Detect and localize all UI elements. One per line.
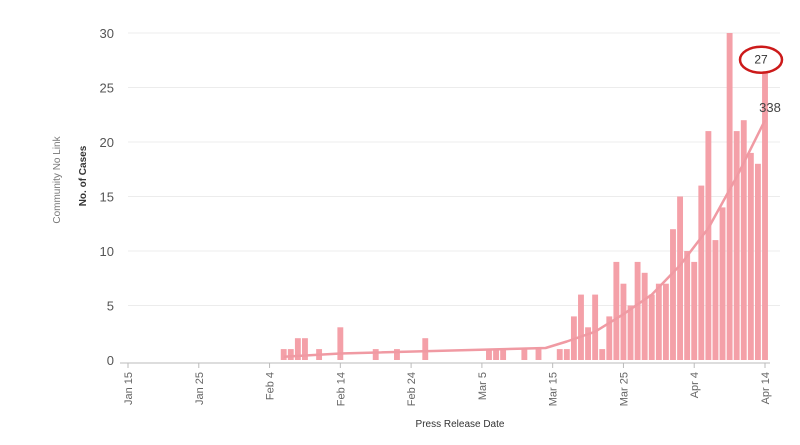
bar xyxy=(578,294,584,360)
bar xyxy=(719,207,726,360)
bar xyxy=(655,283,662,360)
bar xyxy=(620,283,627,360)
line-layer xyxy=(283,119,767,358)
x-tick-label: Mar 25 xyxy=(618,372,630,406)
bar xyxy=(698,185,705,360)
y-tick-label: 20 xyxy=(100,135,114,150)
x-tick-label: Mar 5 xyxy=(477,372,489,400)
trend-line xyxy=(283,119,767,358)
bar xyxy=(486,349,492,360)
bar xyxy=(606,316,613,360)
y-axis-supertitle: Community No Link xyxy=(52,135,63,223)
bar xyxy=(493,349,499,360)
bar xyxy=(287,349,294,360)
bar xyxy=(599,349,606,360)
y-tick-label: 15 xyxy=(100,190,114,205)
highlight-circle xyxy=(738,45,784,74)
y-tick-label: 25 xyxy=(100,81,114,96)
x-tick-label: Feb 24 xyxy=(406,372,418,406)
bar xyxy=(641,272,648,360)
bar xyxy=(585,327,591,360)
x-tick-label: Apr 14 xyxy=(760,372,772,404)
bar xyxy=(712,240,719,360)
bar xyxy=(280,349,287,360)
x-tick-label: Feb 14 xyxy=(335,372,347,406)
bar xyxy=(634,261,641,360)
bar xyxy=(294,338,301,360)
bar xyxy=(302,338,308,360)
bar xyxy=(691,261,698,360)
line-end-label: 338 xyxy=(759,100,781,115)
bar-layer xyxy=(280,33,768,360)
x-tick-label: Feb 4 xyxy=(265,372,277,400)
bar xyxy=(563,349,570,360)
bar xyxy=(521,349,528,360)
bar xyxy=(740,120,747,360)
bar xyxy=(754,163,761,360)
y-tick-label: 10 xyxy=(100,244,114,259)
bar xyxy=(627,305,634,360)
bar xyxy=(705,131,712,360)
bar xyxy=(394,349,400,360)
bar xyxy=(662,283,669,360)
x-tick-label: Apr 4 xyxy=(689,372,701,398)
x-tick-label: Jan 15 xyxy=(123,372,135,405)
x-tick-label: Mar 15 xyxy=(548,372,560,406)
annotation-layer: 338 27 xyxy=(738,45,784,115)
bar xyxy=(684,251,691,360)
bar xyxy=(556,349,563,360)
axis-layer: 0 5 10 15 20 25 30 Jan 15 Jan 25 Feb 4 Feb 14 Feb 2… xyxy=(100,26,772,406)
y-axis-title: No. of Cases xyxy=(78,145,89,206)
bar xyxy=(592,294,599,360)
bar xyxy=(422,338,429,360)
bar xyxy=(535,349,542,360)
y-tick-label: 0 xyxy=(107,353,114,368)
bar xyxy=(677,196,684,360)
bar xyxy=(648,294,655,360)
y-tick-label: 5 xyxy=(107,299,114,314)
bar xyxy=(733,131,740,360)
highlight-label: 27 xyxy=(754,53,768,67)
bar xyxy=(747,152,754,360)
bar xyxy=(726,33,733,360)
bar xyxy=(670,229,676,360)
bar xyxy=(762,65,768,360)
bar xyxy=(500,349,507,360)
x-tick-label: Jan 25 xyxy=(194,372,206,405)
bar xyxy=(372,349,379,360)
y-tick-label: 30 xyxy=(100,26,114,41)
x-axis-title: Press Release Date xyxy=(416,419,505,430)
bar xyxy=(337,327,344,360)
bar xyxy=(613,261,620,360)
